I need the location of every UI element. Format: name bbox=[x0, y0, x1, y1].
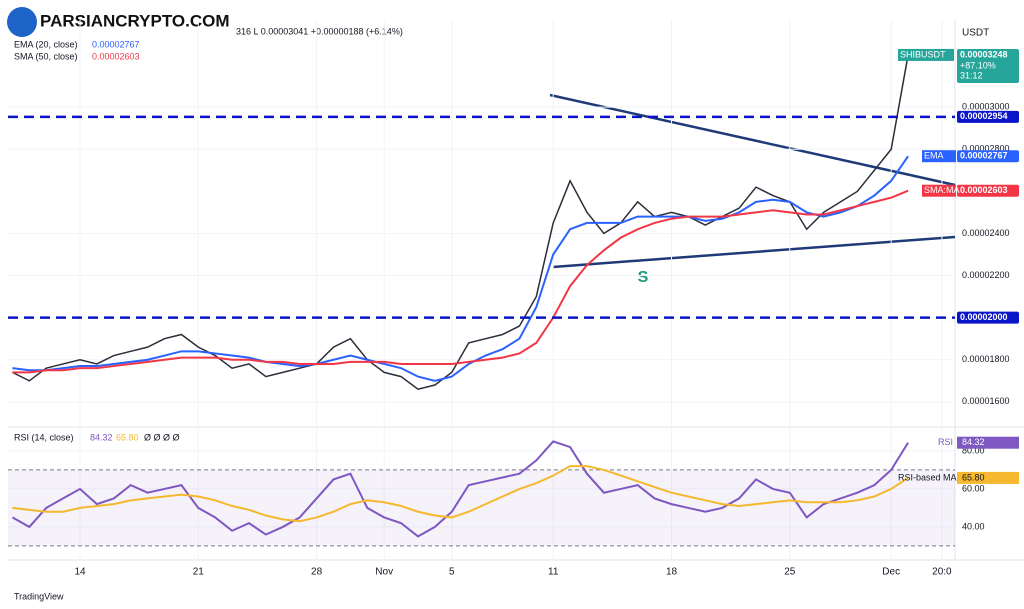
series-line bbox=[12, 189, 909, 374]
level-tag-box bbox=[922, 184, 956, 197]
x-tick-label: 20:0 bbox=[932, 567, 952, 578]
level-box bbox=[957, 311, 1019, 324]
level-tag: EMA bbox=[924, 151, 944, 161]
x-tick-label: 25 bbox=[784, 567, 796, 578]
legend-name: EMA (20, close) bbox=[14, 39, 78, 49]
x-tick-label: 28 bbox=[311, 567, 323, 578]
y-tick-label: 0.00002800 bbox=[962, 144, 1010, 154]
legend-value: 65.80 bbox=[116, 432, 139, 442]
level-label: 0.00002000 bbox=[960, 312, 1008, 322]
rsi-box-label: 84.32 bbox=[962, 437, 985, 447]
footer-logo-text: TradingView bbox=[14, 591, 64, 601]
legend-extra: Ø Ø Ø Ø bbox=[144, 432, 180, 442]
dynamic: 14 21 28 Nov 5 11 18 25 Dec 20:0 0.00001600 0.00001… bbox=[8, 20, 1019, 578]
series-line bbox=[12, 465, 909, 523]
level-box bbox=[957, 110, 1019, 123]
level-box bbox=[957, 184, 1019, 197]
legend-name: SMA (50, close) bbox=[14, 51, 78, 61]
trend-line-lower bbox=[552, 235, 956, 269]
y-tick-label: 80.00 bbox=[962, 445, 985, 455]
trend-line-upper bbox=[549, 93, 956, 187]
y-tick-label: 0.00003000 bbox=[962, 102, 1010, 112]
level-tag-box bbox=[898, 48, 954, 61]
level-box bbox=[957, 150, 1019, 163]
level-label: 0.00003248 bbox=[960, 49, 1008, 59]
rsi-box-label: 65.80 bbox=[962, 472, 985, 482]
x-tick-label: 14 bbox=[74, 567, 86, 578]
y-tick-label: 40.00 bbox=[962, 521, 985, 531]
y-tick-label: 0.00001600 bbox=[962, 396, 1010, 406]
currency: USDT bbox=[962, 28, 989, 39]
level-box bbox=[957, 48, 1019, 83]
level-timer: 31:12 bbox=[960, 70, 983, 80]
rsi-box bbox=[957, 471, 1019, 484]
level-label: 0.00002767 bbox=[960, 151, 1008, 161]
rsi-tag: RSI-based MA bbox=[898, 472, 957, 482]
level-tag: SHIBUSDT bbox=[900, 49, 946, 59]
series-line bbox=[12, 54, 909, 391]
legend-value: 0.00002603 bbox=[92, 51, 140, 61]
rsi-tag: RSI bbox=[938, 437, 953, 447]
y-tick-label: 60.00 bbox=[962, 483, 985, 493]
y-tick-label: 0.00001800 bbox=[962, 354, 1010, 364]
watermark: PARSIANCRYPTO.COM bbox=[40, 11, 230, 30]
series-line bbox=[11, 440, 909, 538]
x-tick-label: 11 bbox=[548, 567, 559, 578]
rsi-box bbox=[957, 436, 1019, 449]
y-tick-label: 0.00002200 bbox=[962, 270, 1010, 280]
ohlc: 316 L 0.00003041 +0.00000188 (+6.14%) bbox=[236, 26, 403, 36]
legend-name: RSI (14, close) bbox=[14, 432, 74, 442]
legend-value: 0.00002767 bbox=[92, 39, 140, 49]
x-tick-label: Nov bbox=[375, 567, 393, 578]
level-tag-box bbox=[922, 150, 956, 163]
y-tick-label: 0.00002400 bbox=[962, 228, 1010, 238]
logo bbox=[7, 7, 37, 37]
level-label: 0.00002603 bbox=[960, 185, 1008, 195]
x-tick-label: 21 bbox=[193, 567, 205, 578]
legend-value: 84.32 bbox=[90, 432, 113, 442]
level-change: +87.10% bbox=[960, 60, 996, 70]
level-label: 0.00002954 bbox=[960, 111, 1008, 121]
x-tick-label: Dec bbox=[882, 567, 900, 578]
annotation: S bbox=[638, 269, 649, 286]
x-tick-label: 5 bbox=[449, 567, 455, 578]
series-line bbox=[12, 155, 909, 382]
level-tag: SMA:MA bbox=[924, 185, 960, 195]
x-tick-label: 18 bbox=[666, 567, 678, 578]
